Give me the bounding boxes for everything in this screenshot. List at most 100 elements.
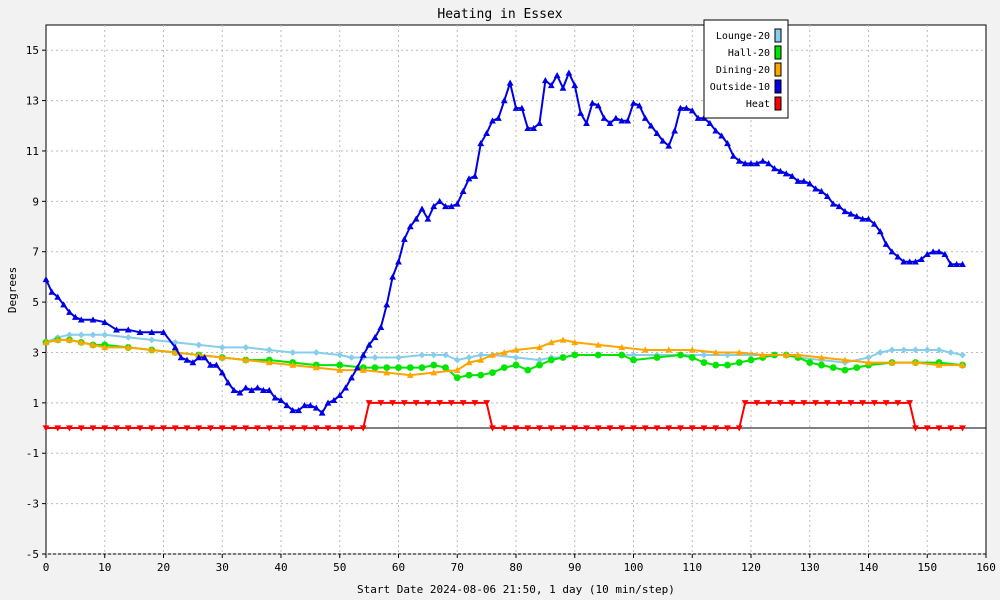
data-point bbox=[788, 172, 796, 179]
data-point bbox=[818, 187, 825, 194]
data-point bbox=[941, 250, 949, 257]
data-point bbox=[677, 104, 684, 111]
data-point bbox=[171, 425, 179, 432]
data-point bbox=[359, 425, 367, 432]
data-point bbox=[935, 361, 943, 368]
data-point bbox=[706, 119, 714, 126]
legend-label: Dining-20 bbox=[716, 65, 770, 76]
series-heat bbox=[42, 400, 966, 432]
data-point bbox=[124, 344, 132, 351]
data-point bbox=[547, 339, 555, 346]
x-tick-label: 160 bbox=[976, 561, 996, 574]
data-point bbox=[577, 109, 585, 116]
data-point bbox=[218, 344, 226, 351]
data-point bbox=[524, 425, 532, 432]
data-point bbox=[265, 425, 273, 432]
data-point bbox=[336, 366, 344, 373]
data-point bbox=[160, 328, 167, 336]
data-point bbox=[559, 84, 567, 91]
x-tick-label: 70 bbox=[451, 561, 464, 574]
data-point bbox=[230, 386, 238, 393]
data-point bbox=[741, 400, 749, 407]
data-point bbox=[724, 139, 731, 147]
data-point bbox=[447, 202, 455, 210]
data-point bbox=[735, 359, 743, 366]
data-point bbox=[788, 400, 796, 407]
data-point bbox=[512, 346, 520, 353]
data-point bbox=[594, 351, 602, 359]
data-point bbox=[912, 258, 919, 265]
data-point bbox=[865, 359, 872, 366]
data-point bbox=[847, 210, 855, 217]
data-point bbox=[453, 356, 461, 364]
data-point bbox=[870, 220, 878, 227]
data-point bbox=[365, 341, 373, 348]
data-point bbox=[236, 389, 244, 396]
data-point bbox=[483, 129, 491, 137]
data-point bbox=[54, 425, 62, 432]
data-point bbox=[136, 425, 144, 432]
legend-label: Lounge-20 bbox=[716, 31, 770, 42]
data-point bbox=[177, 354, 185, 361]
data-point bbox=[606, 425, 614, 432]
data-point bbox=[365, 400, 373, 407]
data-point bbox=[500, 364, 508, 371]
data-point bbox=[436, 197, 444, 205]
data-point bbox=[536, 425, 543, 432]
data-point bbox=[818, 361, 825, 369]
data-point bbox=[694, 114, 702, 121]
x-tick-label: 100 bbox=[624, 561, 644, 574]
data-point bbox=[829, 364, 837, 371]
series-outside-10 bbox=[42, 69, 966, 416]
data-point bbox=[865, 354, 872, 361]
data-point bbox=[794, 177, 802, 184]
data-point bbox=[265, 359, 273, 366]
data-point bbox=[818, 354, 825, 361]
data-point bbox=[465, 371, 473, 379]
legend-item: Lounge-20 bbox=[716, 28, 782, 43]
data-point bbox=[301, 401, 308, 409]
data-point bbox=[489, 117, 496, 124]
legend-swatch bbox=[774, 45, 782, 60]
legend-item: Outside-10 bbox=[710, 79, 782, 94]
data-point bbox=[348, 425, 355, 432]
data-point bbox=[876, 228, 884, 235]
data-point bbox=[512, 354, 520, 361]
data-point bbox=[248, 386, 256, 393]
y-tick-label: -1 bbox=[26, 447, 39, 460]
data-point bbox=[113, 425, 120, 432]
data-point bbox=[906, 258, 914, 265]
data-point bbox=[665, 142, 673, 149]
data-point bbox=[618, 344, 626, 351]
data-point bbox=[747, 160, 755, 167]
data-point bbox=[677, 351, 684, 359]
data-point bbox=[536, 361, 543, 369]
y-tick-label: 3 bbox=[32, 346, 39, 359]
data-point bbox=[594, 425, 602, 432]
data-point bbox=[66, 336, 73, 343]
data-point bbox=[113, 326, 120, 333]
data-point bbox=[536, 344, 543, 351]
data-point bbox=[442, 364, 449, 371]
data-point bbox=[389, 400, 397, 407]
data-point bbox=[271, 394, 279, 401]
data-point bbox=[870, 400, 878, 407]
data-point bbox=[383, 301, 391, 308]
data-point bbox=[500, 349, 508, 356]
data-point bbox=[682, 104, 690, 111]
data-point bbox=[835, 400, 843, 407]
data-point bbox=[418, 364, 426, 371]
data-point bbox=[242, 425, 250, 432]
x-tick-label: 120 bbox=[741, 561, 761, 574]
data-point bbox=[148, 425, 156, 432]
data-point bbox=[89, 331, 97, 339]
data-point bbox=[923, 250, 931, 257]
legend-swatch bbox=[774, 96, 782, 111]
data-point bbox=[207, 361, 214, 368]
data-point bbox=[829, 200, 837, 207]
y-tick-label: 7 bbox=[32, 246, 39, 259]
data-point bbox=[254, 384, 261, 391]
data-point bbox=[465, 354, 473, 361]
data-point bbox=[353, 364, 361, 371]
y-tick-label: 11 bbox=[26, 145, 39, 158]
